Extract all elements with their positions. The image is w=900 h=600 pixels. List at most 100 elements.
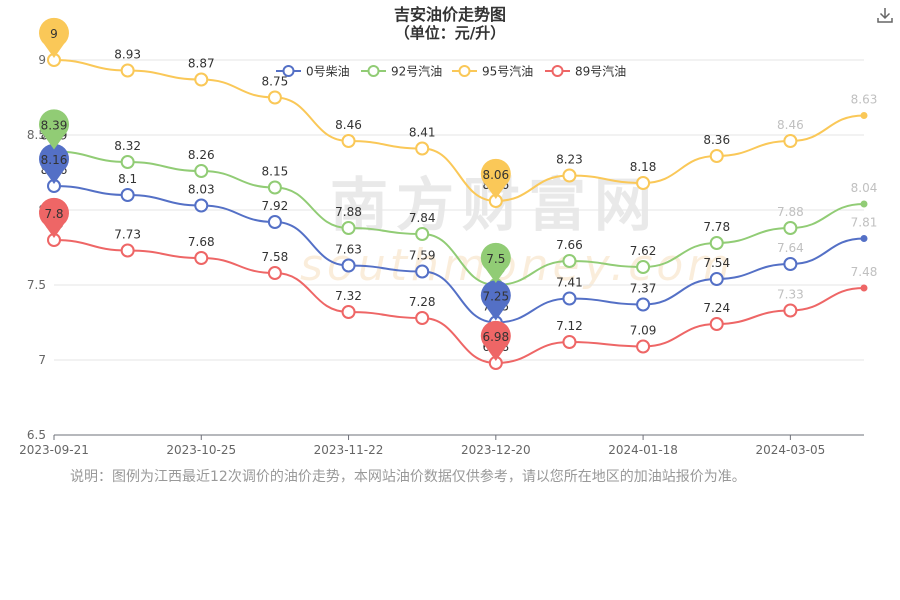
data-point [120,188,135,202]
chart-title: 吉安油价走势图 [394,5,506,24]
y-tick-label: 7.5 [27,278,46,292]
legend-marker [282,65,295,77]
data-label: 8.36 [703,133,730,147]
data-point [783,303,798,318]
data-label: 8.75 [262,75,289,89]
marker-pin: 7.5 [480,242,511,283]
data-point [415,227,430,241]
pin-shape [480,158,511,199]
data-label: 7.09 [630,324,657,338]
legend-item-3[interactable]: 89号汽油 [545,64,626,79]
data-label: 7.63 [335,243,362,257]
data-point [709,149,724,163]
data-label: 7.64 [777,241,804,255]
data-label: 7.88 [777,205,804,219]
legend-item-1[interactable]: 92号汽油 [361,64,442,79]
data-label: 7.24 [703,301,730,315]
data-point [194,72,209,87]
data-label: 7.41 [556,276,583,290]
x-tick-label: 2023-12-20 [461,443,531,457]
data-point [709,236,724,250]
x-tick-label: 2023-09-21 [19,443,89,457]
axes: 6.577.588.592023-09-212023-10-252023-11-… [19,53,864,457]
legend-item-2[interactable]: 95号汽油 [452,64,533,79]
data-label: 8.18 [630,160,657,174]
data-point [860,284,868,292]
chart-subtitle: （单位：元/升） [395,24,505,42]
data-point [562,254,577,268]
data-label: 7.59 [409,249,436,263]
pin-shape [480,242,511,283]
legend-label: 89号汽油 [575,64,626,79]
pin-label: 8.16 [41,153,68,167]
data-label: 7.33 [777,288,804,302]
data-label: 8.93 [114,48,141,62]
data-point [783,257,798,271]
data-label: 8.32 [114,139,141,153]
data-point [709,317,724,331]
data-label: 8.1 [118,172,137,186]
marker-pin: 8.16 [39,143,69,184]
data-label: 8.41 [409,126,436,140]
series-line [53,150,865,287]
data-label: 7.12 [556,319,583,333]
data-label: 7.84 [409,211,436,225]
data-label: 7.66 [556,238,583,252]
pin-shape [39,17,69,58]
data-label: 7.81 [851,216,878,230]
pin-label: 7.25 [482,290,509,304]
watermark: 南方财富网 southmoney.com [300,171,730,291]
data-label: 8.63 [851,93,878,107]
data-label: 7.37 [630,282,657,296]
marker-pin: 9 [39,17,69,58]
data-point [267,266,282,280]
data-label: 7.48 [851,265,878,279]
data-point [194,198,209,213]
series-2: 98.938.878.758.468.418.068.238.188.368.4… [47,37,878,208]
data-point [860,200,868,208]
data-label: 7.32 [335,289,362,303]
data-label: 8.03 [188,183,215,197]
x-tick-label: 2024-01-18 [608,443,678,457]
data-label: 7.73 [114,228,141,242]
data-label: 7.92 [262,199,289,213]
data-point [636,297,651,312]
data-label: 8.46 [335,118,362,132]
series-3: 7.87.737.687.587.327.286.987.127.097.247… [44,217,878,370]
data-label: 7.68 [188,235,215,249]
legend-label: 95号汽油 [482,64,533,79]
pin-label: 7.8 [44,207,63,221]
data-point [562,335,577,349]
data-label: 8.46 [777,118,804,132]
data-point [415,264,430,279]
legend-label: 0号柴油 [306,65,350,79]
data-point [783,221,798,235]
y-tick-label: 9 [38,53,46,67]
data-point [636,339,651,354]
data-label: 8.04 [851,181,878,195]
data-point [636,260,651,274]
data-point [194,251,209,265]
pin-label: 6.98 [482,330,509,344]
series-line [53,185,865,324]
pin-shape [480,280,511,321]
pin-label: 7.5 [486,252,505,266]
data-point [341,258,356,273]
data-label: 7.62 [630,244,657,258]
marker-pin: 8.06 [480,158,511,199]
pin-shape [39,143,69,184]
data-point [120,63,135,78]
data-point [562,291,577,306]
pin-label: 8.06 [482,168,509,182]
note-text: 说明：图例为江西最近12次调价的油价走势，本网站油价数据仅供参考，请以您所在地区… [70,469,746,485]
x-tick-label: 2023-10-25 [166,443,236,457]
download-button[interactable] [876,6,894,24]
data-label: 7.88 [335,205,362,219]
legend[interactable]: 0号柴油 92号汽油 95号汽油 89号汽油 [276,64,626,79]
pin-shape [39,197,69,238]
data-point [341,221,356,235]
marker-pin: 7.25 [480,280,511,321]
download-icon [877,8,893,23]
data-label: 8.23 [556,153,583,167]
legend-item-0[interactable]: 0号柴油 [276,65,350,79]
